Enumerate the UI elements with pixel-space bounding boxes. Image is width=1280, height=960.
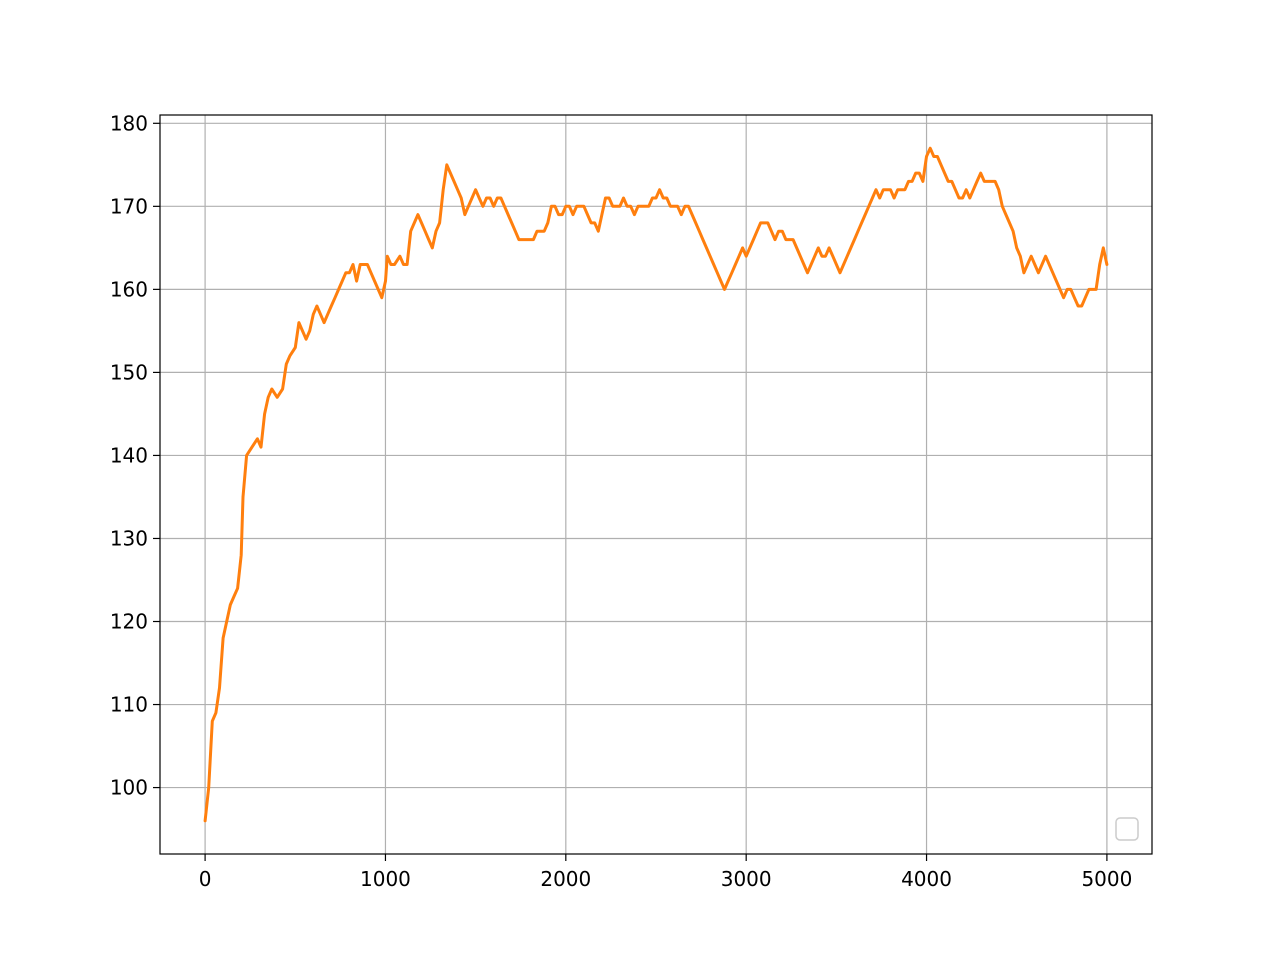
legend bbox=[1115, 817, 1139, 841]
x-tick-label: 5000 bbox=[1081, 867, 1132, 891]
y-tick-label: 120 bbox=[110, 610, 148, 634]
grid bbox=[160, 115, 1152, 854]
plot-series bbox=[203, 146, 1109, 823]
y-tick-label: 100 bbox=[110, 776, 148, 800]
legend-box bbox=[1115, 817, 1139, 841]
x-tick-label: 2000 bbox=[540, 867, 591, 891]
y-tick-label: 140 bbox=[110, 443, 148, 467]
x-tick-label: 4000 bbox=[901, 867, 952, 891]
plot-frame bbox=[159, 114, 1153, 855]
y-tick-label: 130 bbox=[110, 526, 148, 550]
x-tick-label: 0 bbox=[199, 867, 212, 891]
x-tick-label: 3000 bbox=[721, 867, 772, 891]
y-tick-label: 110 bbox=[110, 693, 148, 717]
x-tick-label: 1000 bbox=[360, 867, 411, 891]
y-tick-label: 170 bbox=[110, 194, 148, 218]
axis-ticks: 0 1000 2000 3000 4000 5000 100 110 120 130 140 150 1… bbox=[110, 111, 1133, 891]
y-tick-label: 160 bbox=[110, 277, 148, 301]
series-line bbox=[203, 146, 1109, 823]
y-tick-label: 180 bbox=[110, 111, 148, 135]
y-tick-label: 150 bbox=[110, 360, 148, 384]
